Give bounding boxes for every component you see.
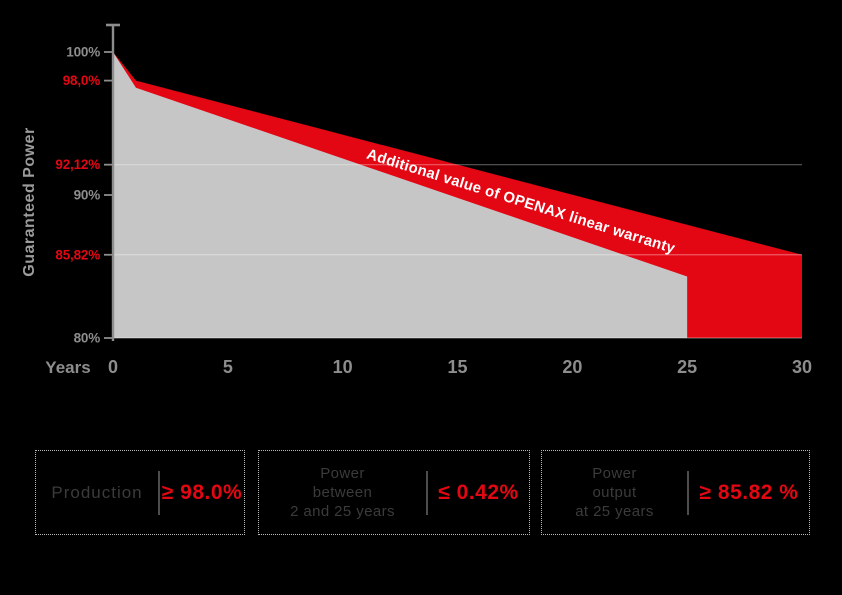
metric-label-degradation: Power between 2 and 25 years: [259, 464, 426, 521]
x-tick-label: 30: [792, 357, 812, 377]
metric-label-line: Power: [320, 465, 365, 482]
metric-label-line: 2 and 25 years: [290, 503, 395, 520]
metric-label-line: Power: [592, 465, 637, 482]
warranty-metrics-row: Production ≥ 98.0% Power between 2 and 2…: [0, 450, 842, 537]
y-tick-label: 100%: [66, 45, 100, 60]
y-tick-label: 80%: [74, 331, 101, 346]
x-tick-label: 15: [447, 357, 467, 377]
metric-value-power-output: ≥ 85.82 %: [699, 480, 799, 504]
metric-value-degradation: ≤ 0.42%: [438, 480, 519, 504]
metric-value-production: ≥ 98.0%: [161, 480, 243, 504]
y-tick-label: 85,82%: [55, 247, 100, 262]
metric-label-line: between: [312, 484, 373, 501]
y-axis-title: Guaranteed Power: [21, 127, 38, 276]
metric-label-production: Production: [36, 483, 158, 503]
metric-label-line: at 25 years: [575, 503, 654, 520]
gray-warranty-area: [113, 52, 688, 338]
warranty-chart: 100% 98,0% 92,12% 90% 85,82% 80% 0 5 10 15 20 25 30 Y…: [21, 23, 812, 377]
metric-divider: [158, 470, 160, 515]
y-tick-label: 90%: [74, 188, 101, 203]
x-tick-label: 5: [223, 357, 233, 377]
y-tick-label: 98,0%: [63, 73, 100, 88]
x-axis-title: Years: [45, 358, 90, 377]
metric-divider: [687, 470, 689, 515]
metric-label-line: output: [592, 484, 637, 501]
metric-label-line: Production: [51, 482, 143, 502]
metric-divider: [426, 470, 428, 515]
x-tick-label: 20: [562, 357, 582, 377]
metric-label-power-output: Power output at 25 years: [542, 464, 687, 521]
metric-box-production: Production ≥ 98.0%: [35, 450, 245, 535]
x-tick-label: 10: [333, 357, 353, 377]
metric-box-degradation: Power between 2 and 25 years ≤ 0.42%: [258, 450, 530, 535]
y-tick-label: 92,12%: [55, 157, 100, 172]
x-tick-label: 0: [108, 357, 118, 377]
metric-box-power-output: Power output at 25 years ≥ 85.82 %: [541, 450, 810, 535]
x-tick-label: 25: [677, 357, 697, 377]
